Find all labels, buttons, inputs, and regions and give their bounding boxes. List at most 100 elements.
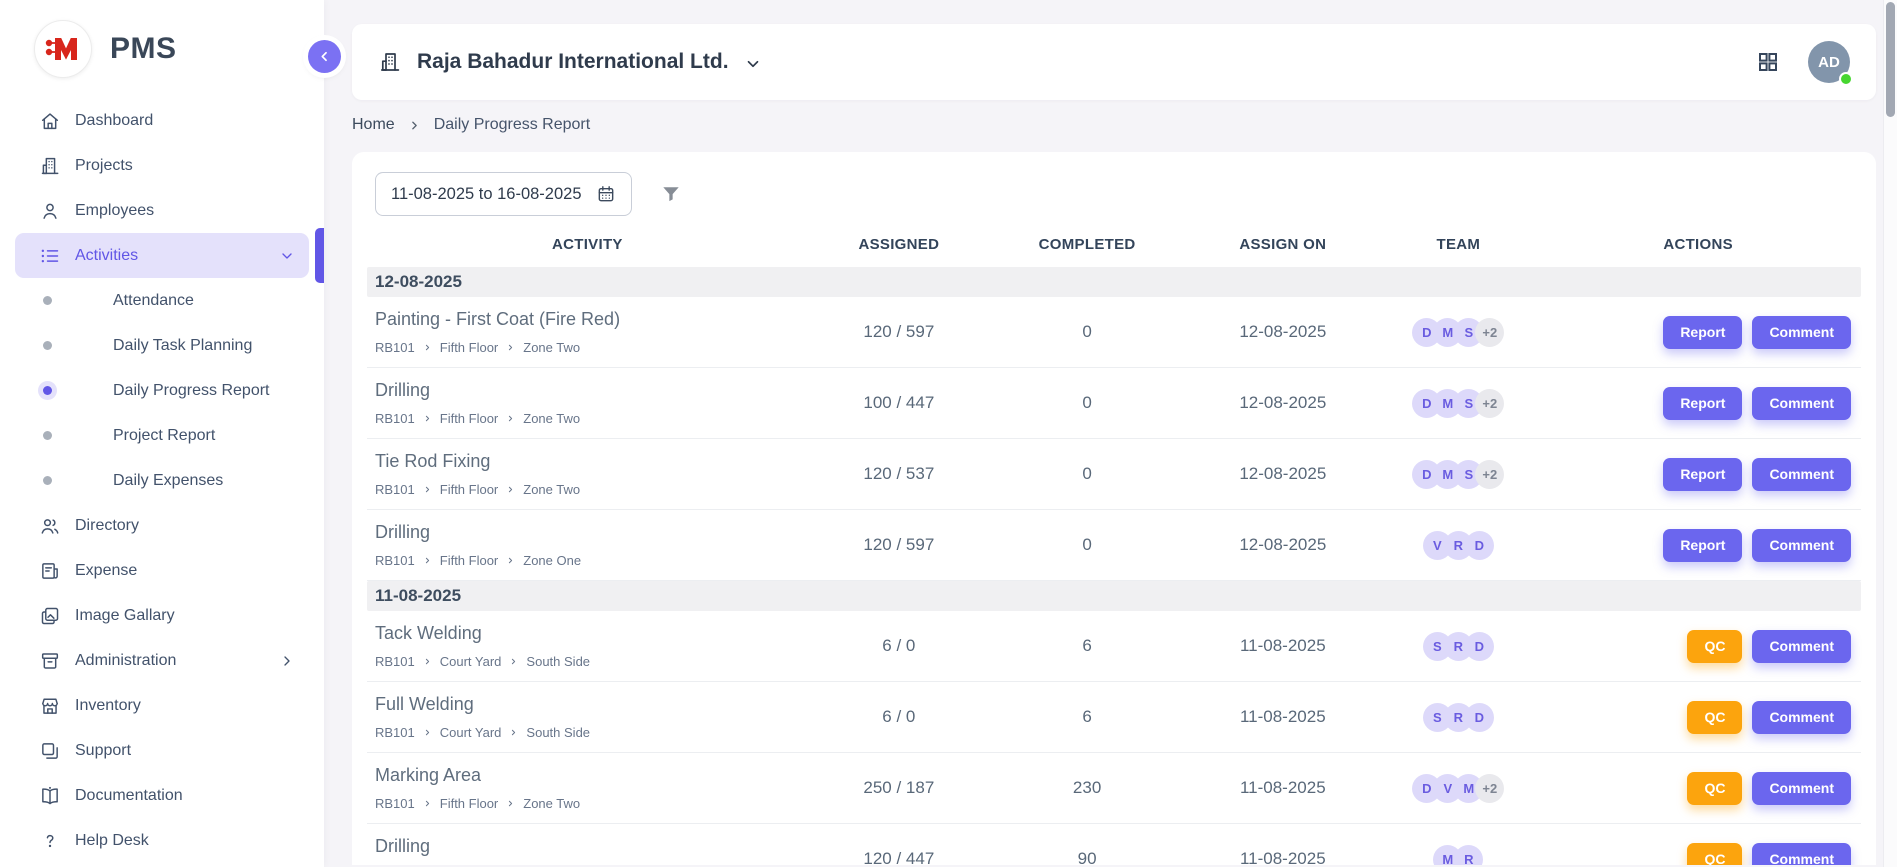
team-member-badge: R bbox=[1454, 844, 1484, 865]
online-status-dot bbox=[1839, 72, 1853, 86]
activity-title: Full Welding bbox=[375, 694, 474, 714]
sidebar-item-inventory[interactable]: Inventory bbox=[15, 683, 309, 728]
sidebar-subitem-attendance[interactable]: Attendance bbox=[0, 278, 324, 323]
user-avatar[interactable]: AD bbox=[1808, 41, 1853, 86]
chevron-right-icon bbox=[423, 485, 432, 494]
scrollbar-thumb[interactable] bbox=[1886, 2, 1895, 117]
page-scrollbar[interactable] bbox=[1883, 0, 1897, 867]
chevron-right-icon bbox=[506, 343, 515, 352]
team-avatars: D M S +2 bbox=[1381, 317, 1535, 347]
sidebar-item-activities[interactable]: Activities bbox=[15, 228, 324, 283]
date-group-label: 11-08-2025 bbox=[375, 586, 462, 605]
activity-location-path: RB101 Fifth Floor Zone Two bbox=[375, 482, 581, 497]
comment-button[interactable]: Comment bbox=[1752, 700, 1851, 734]
completed-value: 0 bbox=[1082, 322, 1092, 341]
assign-on-value: 12-08-2025 bbox=[1239, 464, 1327, 483]
sidebar-item-expense[interactable]: Expense bbox=[15, 548, 309, 593]
bullet-dot-icon bbox=[43, 476, 52, 485]
column-header-team: TEAM bbox=[1436, 236, 1481, 253]
bullet-dot-icon bbox=[43, 341, 52, 350]
sidebar-subitem-daily-expenses[interactable]: Daily Expenses bbox=[0, 458, 324, 503]
chevron-right-icon bbox=[506, 485, 515, 494]
activity-title: Tack Welding bbox=[375, 623, 482, 643]
chevron-right-icon bbox=[279, 653, 295, 669]
comment-button[interactable]: Comment bbox=[1752, 386, 1851, 420]
sidebar-subitem-project-report[interactable]: Project Report bbox=[0, 413, 324, 458]
sidebar-item-dashboard[interactable]: Dashboard bbox=[15, 98, 309, 143]
assigned-value: 120 / 597 bbox=[863, 535, 935, 554]
report-button[interactable]: Report bbox=[1663, 457, 1743, 491]
assigned-value: 100 / 447 bbox=[863, 393, 935, 412]
filter-button[interactable] bbox=[660, 183, 682, 205]
table-row: Tack Welding RB101 Court Yard South Side 6… bbox=[367, 611, 1861, 682]
comment-button[interactable]: Comment bbox=[1752, 771, 1851, 805]
chevron-right-icon bbox=[423, 414, 432, 423]
sidebar-collapse-button[interactable] bbox=[308, 40, 341, 73]
team-member-badge: D bbox=[1464, 631, 1494, 661]
activity-location-path: RB101 Court Yard South Side bbox=[375, 725, 591, 740]
assign-on-value: 11-08-2025 bbox=[1239, 636, 1326, 655]
assigned-value: 250 / 187 bbox=[863, 778, 935, 797]
activity-location-path: RB101 Fifth Floor Zone Two bbox=[375, 796, 581, 811]
chevron-left-icon bbox=[317, 49, 332, 64]
sidebar-item-employees[interactable]: Employees bbox=[15, 188, 309, 233]
sidebar-item-projects[interactable]: Projects bbox=[15, 143, 309, 188]
comment-button[interactable]: Comment bbox=[1752, 629, 1851, 663]
team-extra-badge: +2 bbox=[1475, 459, 1505, 489]
team-extra-badge: +2 bbox=[1475, 773, 1505, 803]
team-avatars: D M S +2 bbox=[1381, 388, 1535, 418]
sidebar-subitem-daily-progress-report[interactable]: Daily Progress Report bbox=[0, 368, 324, 413]
report-button[interactable]: Report bbox=[1663, 528, 1743, 562]
avatar-initials: AD bbox=[1818, 53, 1840, 71]
chevron-down-icon bbox=[279, 248, 295, 264]
workspace-selector[interactable]: Raja Bahadur International Ltd. bbox=[378, 50, 762, 74]
activity-location-path: RB101 Fifth Floor Zone One bbox=[375, 553, 582, 568]
sidebar-item-administration[interactable]: Administration bbox=[15, 638, 309, 683]
sidebar-item-image-gallary[interactable]: Image Gallary bbox=[15, 593, 309, 638]
qc-button[interactable]: QC bbox=[1687, 700, 1743, 734]
activity-location-path: RB101 Court Yard South Side bbox=[375, 654, 591, 669]
assign-on-value: 12-08-2025 bbox=[1239, 393, 1327, 412]
store-icon bbox=[39, 695, 61, 717]
chevron-right-icon bbox=[506, 414, 515, 423]
activity-title: Drilling bbox=[375, 380, 431, 400]
sidebar-item-documentation[interactable]: Documentation bbox=[15, 773, 309, 818]
chevron-right-icon bbox=[509, 728, 518, 737]
date-range-input[interactable]: 11-08-2025 to 16-08-2025 bbox=[375, 172, 632, 216]
team-extra-badge: +2 bbox=[1475, 388, 1505, 418]
activity-location-path: RB101 Fifth Floor Zone Two bbox=[375, 340, 581, 355]
report-button[interactable]: Report bbox=[1663, 386, 1743, 420]
chevron-right-icon bbox=[423, 343, 432, 352]
apps-grid-button[interactable] bbox=[1756, 50, 1780, 74]
comment-button[interactable]: Comment bbox=[1752, 842, 1851, 865]
qc-button[interactable]: QC bbox=[1687, 771, 1743, 805]
breadcrumb-current: Daily Progress Report bbox=[433, 116, 591, 133]
workspace-name: Raja Bahadur International Ltd. bbox=[417, 50, 729, 73]
completed-value: 6 bbox=[1082, 636, 1092, 655]
comment-button[interactable]: Comment bbox=[1752, 528, 1851, 562]
completed-value: 0 bbox=[1082, 393, 1092, 412]
qc-button[interactable]: QC bbox=[1687, 629, 1743, 663]
comment-button[interactable]: Comment bbox=[1752, 457, 1851, 491]
completed-value: 230 bbox=[1072, 778, 1102, 797]
sidebar-item-directory[interactable]: Directory bbox=[15, 503, 309, 548]
sidebar-subitem-daily-task-planning[interactable]: Daily Task Planning bbox=[0, 323, 324, 368]
home-icon bbox=[39, 110, 61, 132]
sidebar-nav: Dashboard Projects Employees Activities … bbox=[0, 92, 324, 863]
comment-button[interactable]: Comment bbox=[1752, 315, 1851, 349]
qc-button[interactable]: QC bbox=[1687, 842, 1743, 865]
assign-on-value: 11-08-2025 bbox=[1239, 707, 1326, 726]
bullet-dot-icon bbox=[43, 431, 52, 440]
row-actions: QC Comment bbox=[1535, 771, 1861, 805]
sidebar-item-help-desk[interactable]: Help Desk bbox=[15, 818, 309, 863]
breadcrumb-home[interactable]: Home bbox=[352, 116, 395, 133]
team-avatars: D M S +2 bbox=[1381, 459, 1535, 489]
logo-mark-icon bbox=[34, 20, 92, 78]
sidebar-item-support[interactable]: Support bbox=[15, 728, 309, 773]
topbar-actions: AD bbox=[1756, 41, 1853, 86]
report-button[interactable]: Report bbox=[1663, 315, 1743, 349]
assigned-value: 120 / 537 bbox=[863, 464, 935, 483]
column-header-actions: ACTIONS bbox=[1663, 236, 1733, 253]
